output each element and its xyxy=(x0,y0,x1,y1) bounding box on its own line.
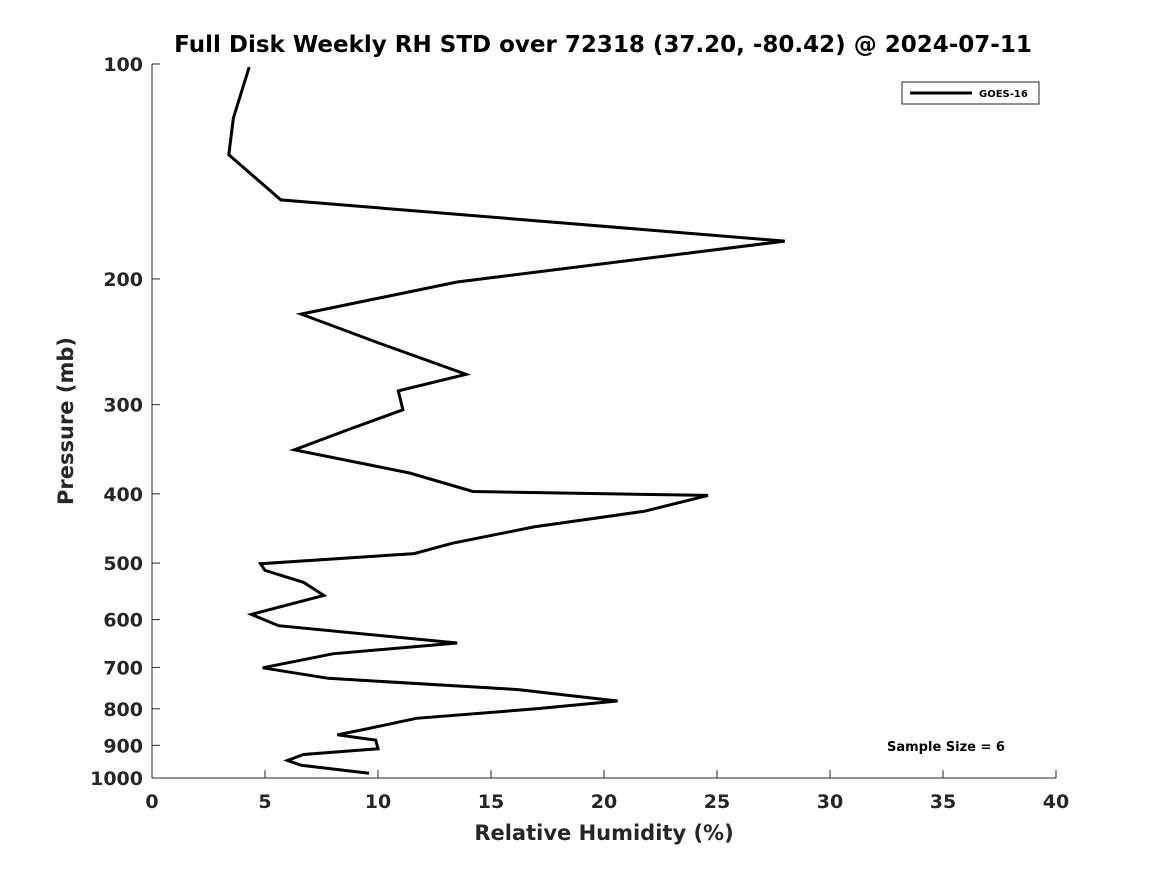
y-tick-label: 100 xyxy=(103,54,143,76)
series-layer xyxy=(227,66,785,775)
y-tick-label: 200 xyxy=(103,269,143,291)
x-tick-label: 25 xyxy=(704,791,730,813)
legend-label-goes-16: GOES-16 xyxy=(979,89,1028,100)
x-tick-label: 35 xyxy=(930,791,956,813)
y-axis-label: Pressure (mb) xyxy=(54,337,78,505)
x-axis-label: Relative Humidity (%) xyxy=(474,821,733,845)
x-tick-label: 10 xyxy=(365,791,391,813)
x-axis-ticks: 0 5 10 15 20 25 30 35 40 xyxy=(145,770,1069,813)
x-tick-label: 30 xyxy=(817,791,843,813)
x-tick-label: 5 xyxy=(258,791,271,813)
x-tick-label: 20 xyxy=(591,791,617,813)
chart-title: Full Disk Weekly RH STD over 72318 (37.2… xyxy=(174,32,1032,58)
y-tick-label: 400 xyxy=(103,484,143,506)
series-line-goes-16 xyxy=(227,66,785,775)
y-tick-label: 300 xyxy=(103,395,143,417)
y-tick-label: 1000 xyxy=(90,768,143,790)
y-axis-ticks: 100 200 300 400 500 600 700 800 900 1000 xyxy=(90,54,160,790)
legend: GOES-16 xyxy=(901,81,1040,105)
y-tick-label: 800 xyxy=(103,699,143,721)
y-tick-label: 500 xyxy=(103,553,143,575)
plot-area: 0 5 10 15 20 25 30 35 40 100 200 300 400 500 600 700 80… xyxy=(90,54,1069,813)
x-tick-label: 40 xyxy=(1043,791,1069,813)
y-tick-label: 900 xyxy=(103,735,143,757)
sample-size-annotation: Sample Size = 6 xyxy=(887,740,1005,755)
y-tick-label: 600 xyxy=(103,610,143,632)
y-tick-label: 700 xyxy=(103,657,143,679)
x-tick-label: 15 xyxy=(478,791,504,813)
x-tick-label: 0 xyxy=(145,791,158,813)
